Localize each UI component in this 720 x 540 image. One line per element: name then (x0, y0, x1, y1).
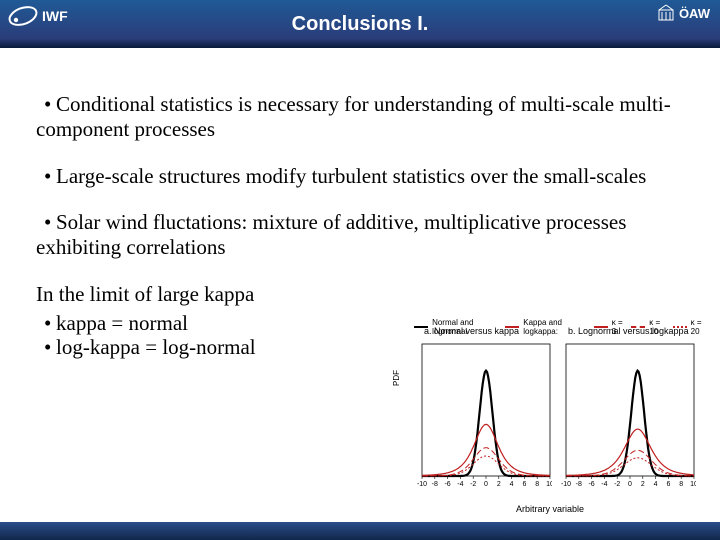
bullet-text: Solar wind fluctations: mixture of addit… (36, 210, 626, 259)
limit-text: In the limit of large kappa (36, 282, 684, 307)
svg-text:0: 0 (484, 481, 488, 488)
svg-text:4: 4 (510, 481, 514, 488)
svg-text:-4: -4 (457, 481, 463, 488)
svg-text:6: 6 (666, 481, 670, 488)
logo-iwf-text: IWF (42, 8, 68, 24)
slide-footer (0, 522, 720, 540)
chart-panel: b. Lognormal versus logkappa-10-8-6-4-20… (558, 340, 696, 490)
bullet-marker: • (36, 335, 56, 360)
svg-text:0: 0 (628, 481, 632, 488)
svg-text:8: 8 (535, 481, 539, 488)
slide-title: Conclusions I. (292, 13, 429, 36)
content-area: •Conditional statistics is necessary for… (0, 48, 720, 360)
svg-text:-2: -2 (614, 481, 620, 488)
bullet-item: •Large-scale structures modify turbulent… (36, 164, 684, 189)
svg-text:2: 2 (641, 481, 645, 488)
svg-text:4: 4 (654, 481, 658, 488)
bullet-marker: • (36, 92, 56, 117)
logo-oaw-text: ÖAW (679, 6, 710, 21)
svg-text:-10: -10 (417, 481, 427, 488)
svg-text:-8: -8 (576, 481, 582, 488)
svg-text:6: 6 (522, 481, 526, 488)
bullet-item: •Solar wind fluctations: mixture of addi… (36, 210, 684, 260)
svg-text:-10: -10 (561, 481, 571, 488)
bullet-text: Large-scale structures modify turbulent … (56, 164, 646, 188)
bullet-text: kappa = normal (56, 311, 188, 335)
svg-text:8: 8 (679, 481, 683, 488)
svg-text:2: 2 (497, 481, 501, 488)
chart: Normal and lognormalKappa and logkappa:κ… (390, 316, 710, 516)
svg-text:-6: -6 (444, 481, 450, 488)
svg-text:-6: -6 (588, 481, 594, 488)
svg-text:-8: -8 (432, 481, 438, 488)
bullet-marker: • (36, 210, 56, 235)
panel-title: a. Normal versus kappa (424, 326, 519, 336)
svg-text:10: 10 (690, 481, 696, 488)
chart-xlabel: Arbitrary variable (516, 504, 584, 514)
slide-header: IWF Conclusions I. ÖAW (0, 0, 720, 48)
building-icon (657, 4, 675, 22)
legend-label: κ = 20 (691, 318, 710, 336)
bullet-item: •Conditional statistics is necessary for… (36, 92, 684, 142)
logo-oaw: ÖAW (657, 4, 710, 22)
bullet-text: Conditional statistics is necessary for … (36, 92, 671, 141)
chart-panel: a. Normal versus kappa-10-8-6-4-20246810 (414, 340, 552, 490)
svg-text:10: 10 (546, 481, 552, 488)
logo-iwf: IWF (6, 2, 68, 30)
svg-text:-2: -2 (470, 481, 476, 488)
svg-text:-4: -4 (601, 481, 607, 488)
panel-title: b. Lognormal versus logkappa (568, 326, 689, 336)
chart-ylabel: PDF (392, 370, 401, 386)
bullet-marker: • (36, 311, 56, 336)
bullet-text: log-kappa = log-normal (56, 335, 256, 359)
bullet-marker: • (36, 164, 56, 189)
